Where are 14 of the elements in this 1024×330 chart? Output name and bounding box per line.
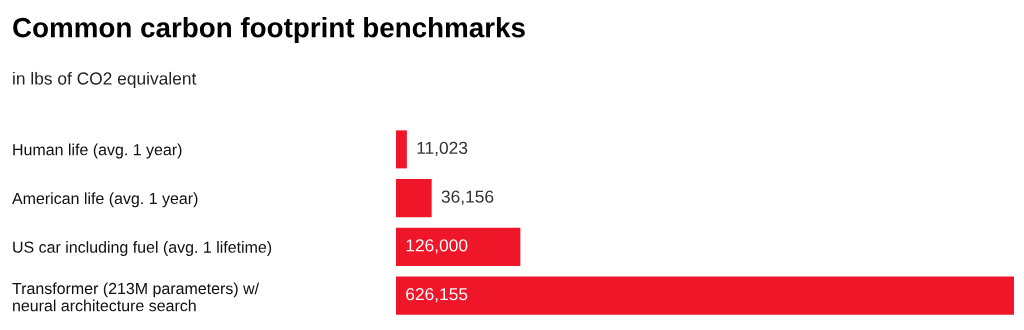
bar xyxy=(396,130,407,169)
bar xyxy=(396,276,1014,315)
y-tick-label: American life (avg. 1 year) xyxy=(12,192,198,208)
bar xyxy=(396,179,432,218)
data-label: 36,156 xyxy=(441,190,494,205)
data-label: 11,023 xyxy=(417,141,468,157)
chart-title: Common carbon footprint benchmarks xyxy=(13,17,525,43)
y-tick-label: Transformer (213M parameters) w/ neural architecture search xyxy=(12,282,260,312)
y-tick-label: Human life (avg. 1 year) xyxy=(13,143,182,159)
data-label: 126,000 xyxy=(406,239,468,254)
bar xyxy=(396,227,521,266)
y-tick-label: US car including fuel (avg. 1 lifetime) xyxy=(13,241,272,256)
data-label: 626,155 xyxy=(406,287,468,303)
text: in lbs of CO2 equivalent xyxy=(13,71,197,89)
